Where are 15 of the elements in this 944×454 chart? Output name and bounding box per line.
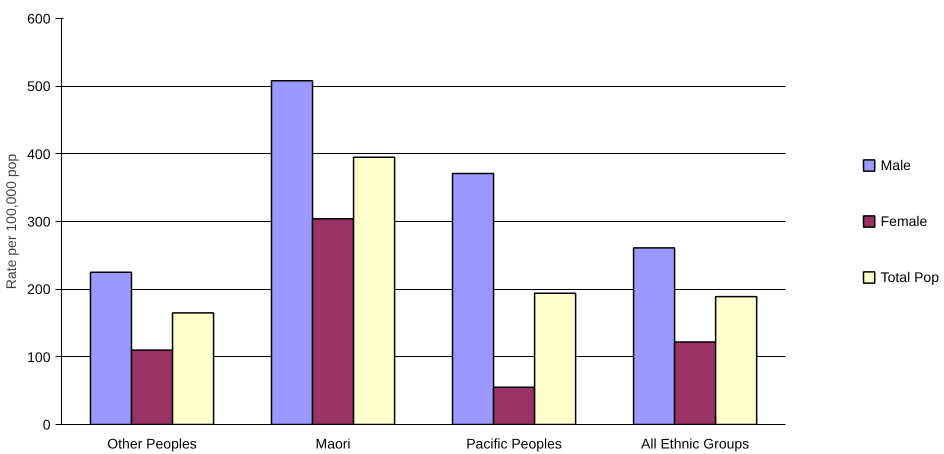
y-tick-label: 100 (27, 348, 51, 365)
y-tick-label: 300 (27, 214, 51, 230)
y-tick-label: 0 (42, 416, 51, 432)
y-tick-label: 200 (27, 281, 51, 298)
x-tick-label: Other Peoples (107, 436, 197, 452)
legend-label: Female (880, 213, 928, 229)
y-axis-title: Rate per 100,000 pop (3, 154, 20, 290)
x-tick-label: Pacific Peoples (466, 436, 562, 452)
legend-label: Male (880, 157, 911, 173)
y-tick-label: 500 (27, 78, 51, 94)
y-tick-label: 400 (27, 146, 51, 162)
x-tick-label: Maori (316, 436, 351, 452)
x-tick-label: All Ethnic Groups (641, 436, 750, 452)
legend-label: Total Pop (880, 269, 939, 285)
y-tick-label: 600 (27, 10, 51, 26)
